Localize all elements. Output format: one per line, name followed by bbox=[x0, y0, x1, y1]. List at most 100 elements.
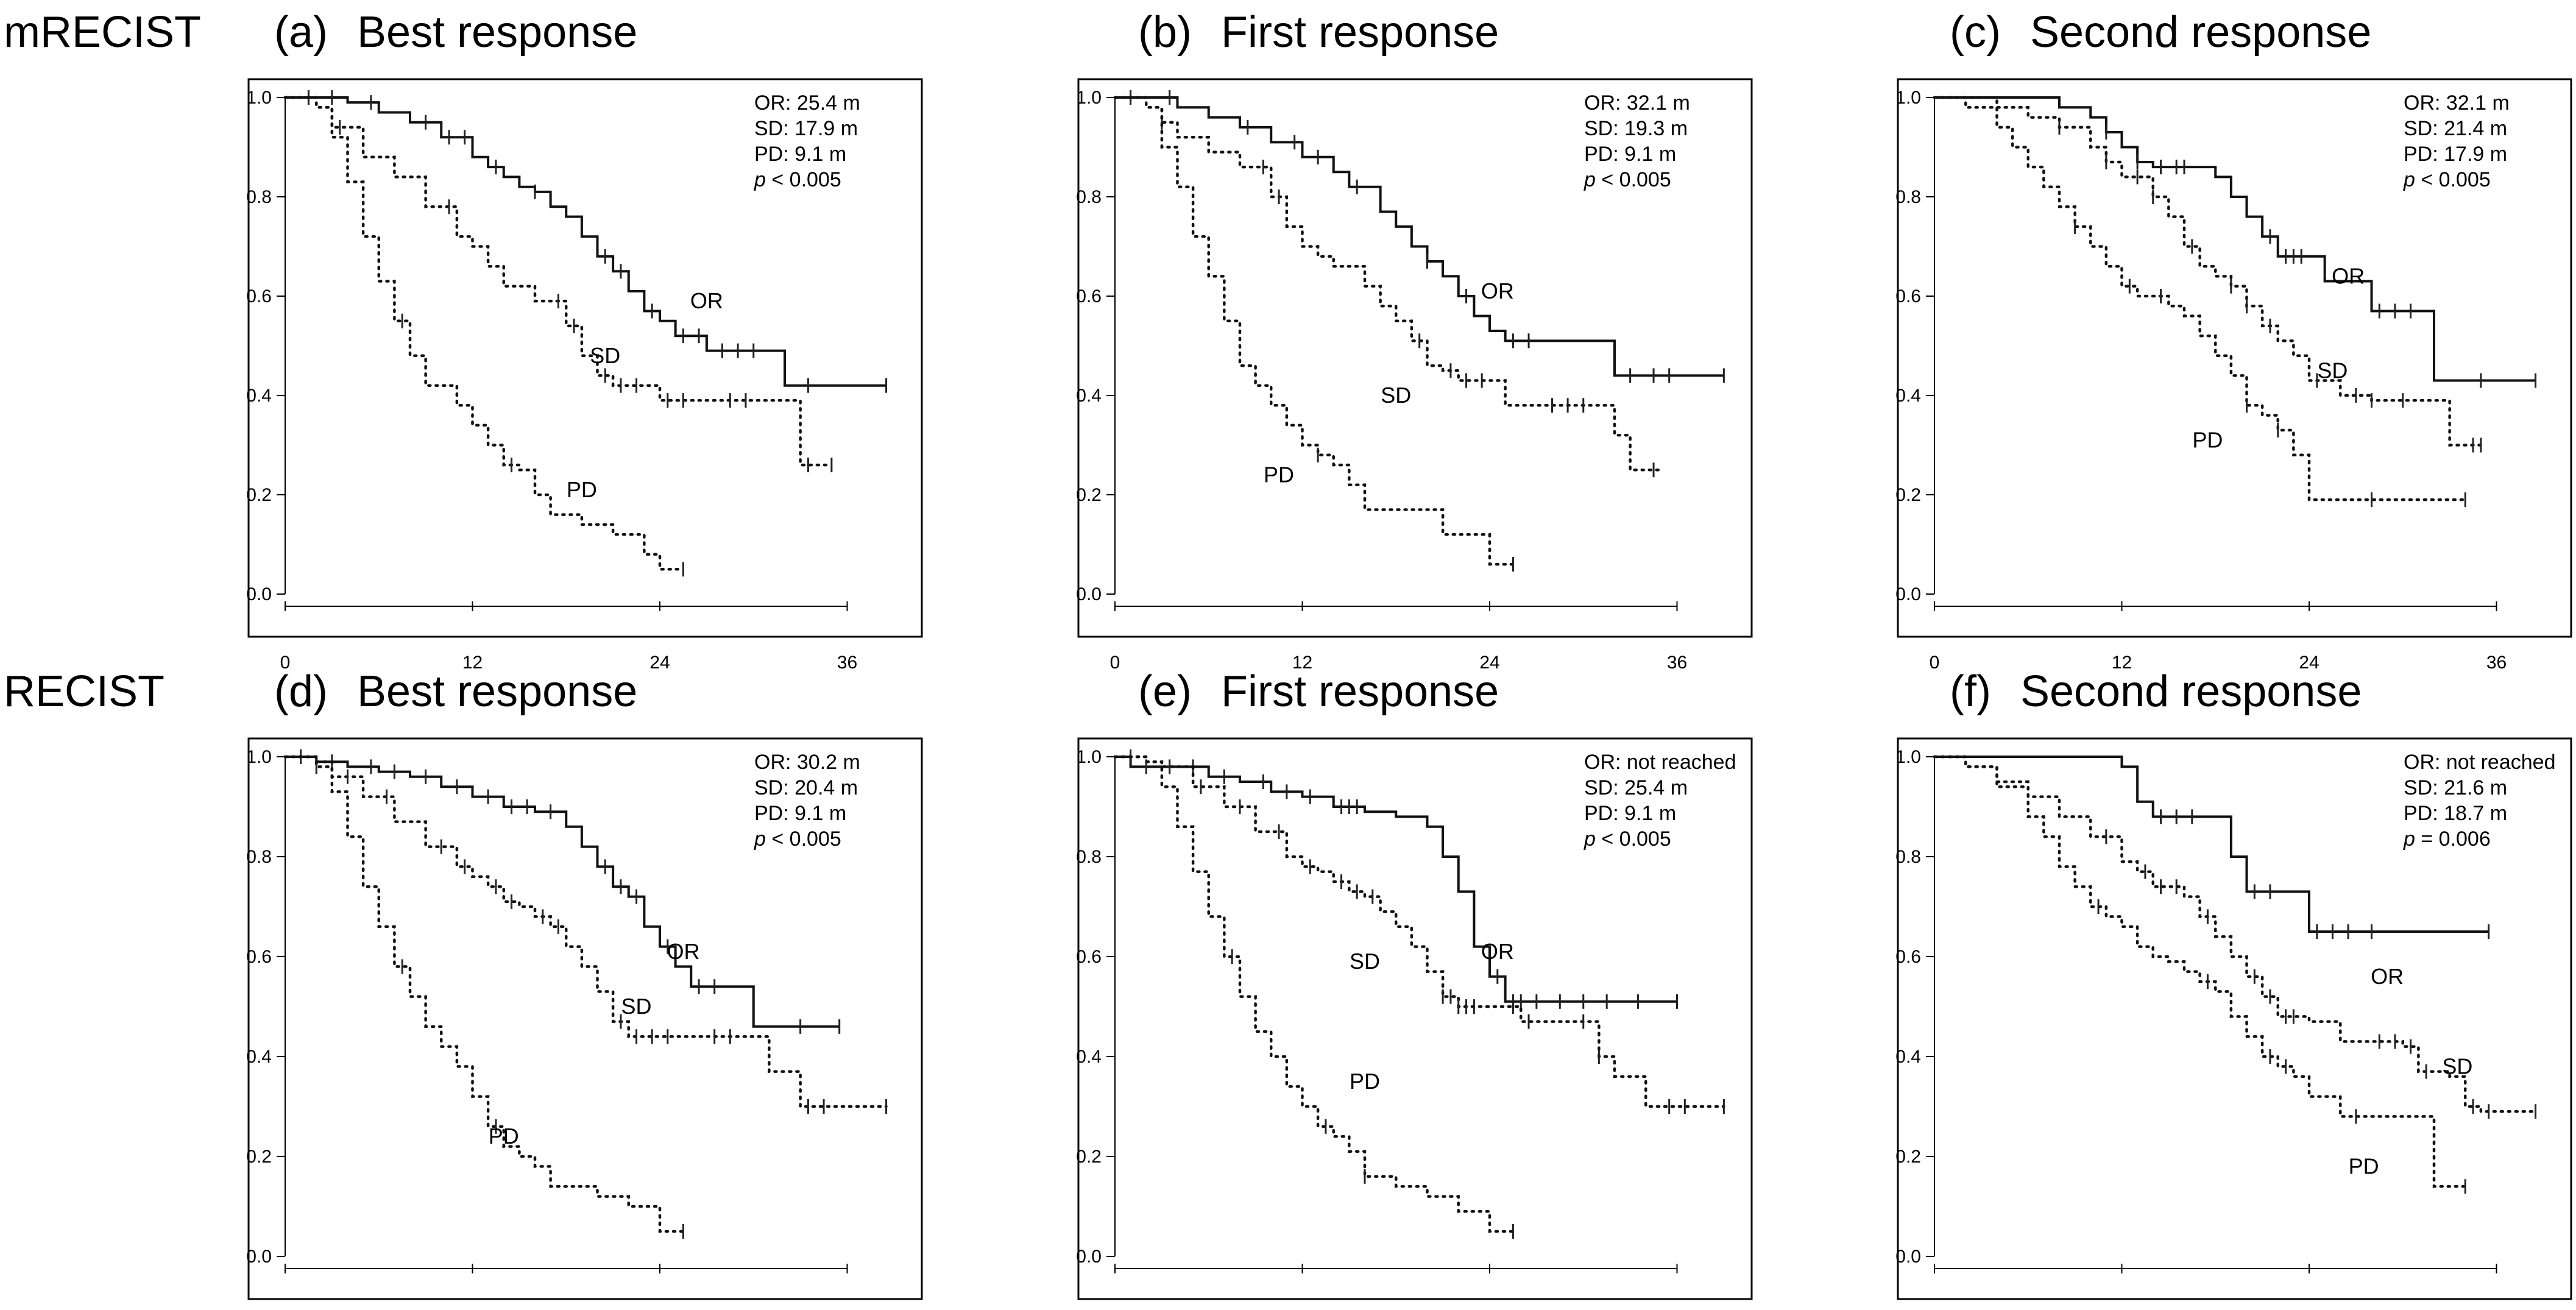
ytick-label-a: 0.0 bbox=[246, 584, 272, 604]
annotation-d-2: PD: 9.1 m bbox=[754, 802, 846, 825]
annotation-f-0: OR: not reached bbox=[2404, 751, 2555, 774]
ytick-label-d: 0.8 bbox=[246, 847, 272, 867]
curve-label-pd-a: PD bbox=[567, 477, 597, 502]
annotation-c-1: SD: 21.4 m bbox=[2404, 117, 2507, 140]
annotation-f-1: SD: 21.6 m bbox=[2404, 776, 2507, 799]
curve-pd-e bbox=[1113, 755, 1515, 1233]
panel-title-text-c: Second response bbox=[2029, 8, 2372, 57]
panel-letter-a: (a) bbox=[274, 8, 328, 57]
row-label-mrecist: mRECIST bbox=[4, 8, 201, 57]
panel-title-text-f: Second response bbox=[2020, 667, 2362, 716]
curve-label-sd-f: SD bbox=[2442, 1053, 2472, 1078]
xtick-label-a: 12 bbox=[462, 653, 483, 673]
annotation-a-0: OR: 25.4 m bbox=[754, 91, 860, 115]
curve-label-or-d: OR bbox=[667, 939, 699, 964]
ytick-label-e: 0.8 bbox=[1076, 847, 1102, 867]
ytick-label-b: 0.0 bbox=[1076, 584, 1102, 604]
curve-label-or-f: OR bbox=[2371, 964, 2404, 989]
ytick-label-a: 0.2 bbox=[246, 485, 272, 505]
annotation-f-3: p = 0.006 bbox=[2403, 827, 2491, 851]
curve-pd-a bbox=[283, 96, 685, 571]
annotation-f-2: PD: 18.7 m bbox=[2404, 802, 2507, 825]
panel-title-d: (d) Best response bbox=[274, 667, 637, 717]
curve-sd-a bbox=[283, 96, 833, 467]
curve-sd-d bbox=[283, 755, 888, 1108]
ytick-label-f: 0.8 bbox=[1895, 847, 1921, 867]
curve-pd-b bbox=[1113, 96, 1515, 566]
chart-b: 0.0 0.2 0.4 0.6 0.8 1.0 0 12 24 36 OR: 32.1 mSD: 1… bbox=[1076, 78, 1753, 673]
curve-pd-c bbox=[1933, 96, 2467, 501]
xtick-label-c: 0 bbox=[1930, 653, 1940, 673]
curve-sd-e bbox=[1113, 755, 1725, 1108]
ytick-label-b: 1.0 bbox=[1076, 88, 1102, 108]
plot-frame-a bbox=[247, 78, 923, 638]
curve-label-or-e: OR bbox=[1481, 939, 1514, 964]
curve-pd-d bbox=[283, 755, 685, 1233]
annotation-b-0: OR: 32.1 m bbox=[1584, 91, 1690, 115]
ytick-label-e: 0.0 bbox=[1076, 1247, 1102, 1267]
panel-title-c: (c) Second response bbox=[1950, 7, 2371, 57]
curve-or-a bbox=[285, 96, 886, 387]
curve-or-f bbox=[1934, 756, 2489, 933]
ytick-label-f: 0.2 bbox=[1895, 1147, 1921, 1167]
xtick-label-c: 12 bbox=[2112, 653, 2132, 673]
ytick-label-c: 0.0 bbox=[1895, 584, 1921, 604]
ytick-label-f: 0.0 bbox=[1895, 1247, 1921, 1267]
ytick-label-c: 0.6 bbox=[1895, 286, 1921, 306]
xtick-label-a: 0 bbox=[280, 653, 291, 673]
curve-label-pd-d: PD bbox=[489, 1124, 519, 1149]
curve-label-pd-e: PD bbox=[1350, 1069, 1380, 1094]
annotation-a-3: p < 0.005 bbox=[754, 168, 841, 191]
xtick-label-b: 0 bbox=[1110, 653, 1120, 673]
panel-title-e: (e) First response bbox=[1138, 667, 1499, 717]
ytick-label-c: 0.2 bbox=[1895, 485, 1921, 505]
curve-label-pd-c: PD bbox=[2192, 427, 2223, 452]
ytick-label-e: 0.6 bbox=[1076, 947, 1102, 967]
ytick-label-c: 1.0 bbox=[1895, 88, 1921, 108]
xtick-label-c: 36 bbox=[2486, 653, 2507, 673]
annotation-p-italic: p bbox=[754, 168, 766, 191]
ytick-label-b: 0.8 bbox=[1076, 187, 1102, 207]
ytick-label-d: 0.0 bbox=[246, 1247, 272, 1267]
xtick-label-b: 12 bbox=[1292, 653, 1312, 673]
curve-sd-f bbox=[1933, 755, 2537, 1113]
ytick-label-e: 1.0 bbox=[1076, 747, 1102, 767]
ytick-label-c: 0.8 bbox=[1895, 187, 1921, 207]
panel-letter-e: (e) bbox=[1138, 667, 1192, 716]
annotation-p-italic: p bbox=[754, 827, 766, 851]
ytick-label-d: 0.4 bbox=[246, 1047, 272, 1067]
curve-sd-c bbox=[1933, 96, 2483, 447]
curve-label-sd-e: SD bbox=[1350, 949, 1380, 974]
plot-frame-e bbox=[1077, 737, 1753, 1300]
ytick-label-f: 0.4 bbox=[1895, 1047, 1921, 1067]
curve-label-sd-c: SD bbox=[2317, 358, 2348, 383]
curve-sd-b bbox=[1113, 96, 1663, 472]
ytick-label-d: 0.6 bbox=[246, 947, 272, 967]
panel-letter-d: (d) bbox=[274, 667, 328, 716]
xtick-label-b: 24 bbox=[1479, 653, 1499, 673]
annotation-d-3: p < 0.005 bbox=[754, 827, 841, 851]
annotation-d-1: SD: 20.4 m bbox=[754, 776, 858, 799]
curve-label-or-c: OR bbox=[2332, 263, 2365, 288]
annotation-c-2: PD: 17.9 m bbox=[2404, 143, 2507, 166]
plot-frame-d bbox=[247, 737, 923, 1300]
panel-title-text-d: Best response bbox=[357, 667, 638, 716]
ytick-label-b: 0.6 bbox=[1076, 286, 1102, 306]
annotation-p-italic: p bbox=[1583, 827, 1596, 851]
chart-c: 0.0 0.2 0.4 0.6 0.8 1.0 0 12 24 36 OR: 32.1 mSD: 2… bbox=[1895, 78, 2572, 673]
ytick-label-c: 0.4 bbox=[1895, 386, 1921, 406]
annotation-a-2: PD: 9.1 m bbox=[754, 143, 846, 166]
panel-letter-c: (c) bbox=[1950, 8, 2001, 57]
ytick-label-a: 0.6 bbox=[246, 286, 272, 306]
plot-frame-c bbox=[1897, 78, 2572, 638]
ytick-label-a: 1.0 bbox=[246, 88, 272, 108]
xtick-label-b: 36 bbox=[1667, 653, 1687, 673]
ytick-label-d: 0.2 bbox=[246, 1147, 272, 1167]
annotation-e-2: PD: 9.1 m bbox=[1584, 802, 1676, 825]
xtick-label-c: 24 bbox=[2299, 653, 2319, 673]
annotation-p-italic: p bbox=[2403, 168, 2415, 191]
ytick-label-e: 0.4 bbox=[1076, 1047, 1102, 1067]
panel-title-b: (b) First response bbox=[1138, 7, 1499, 57]
